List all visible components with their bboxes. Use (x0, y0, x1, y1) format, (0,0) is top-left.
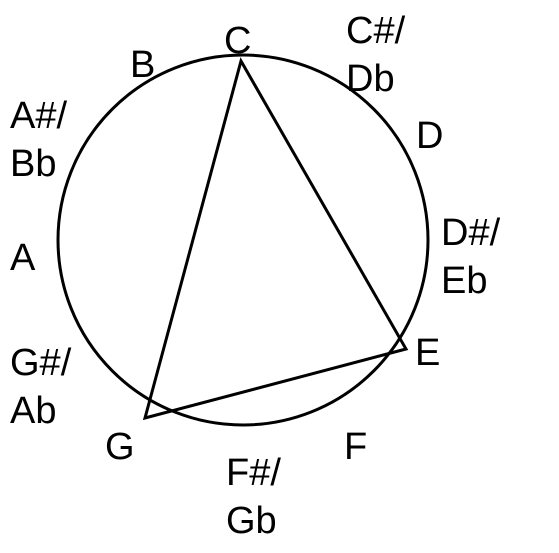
note-label-e: E (415, 330, 440, 376)
note-label-db-line2: Db (346, 56, 395, 102)
note-label-b: B (130, 42, 155, 88)
note-label-gb-line2: Gb (226, 498, 277, 544)
note-label-ab-line2: Ab (10, 388, 56, 434)
note-label-bb-line2: Bb (10, 141, 56, 187)
pitch-circle (58, 55, 428, 425)
note-label-a: A (10, 235, 35, 281)
note-label-g: G (105, 424, 135, 470)
note-label-d-sharp-line1: D#/ (441, 210, 500, 256)
note-label-g-sharp-line1: G#/ (10, 340, 71, 386)
note-label-d: D (416, 113, 443, 159)
major-triad-triangle (145, 61, 406, 418)
note-label-eb-line2: Eb (441, 258, 487, 304)
note-label-c: C (224, 18, 251, 64)
note-label-f-sharp-line1: F#/ (226, 450, 281, 496)
note-label-a-sharp-line1: A#/ (10, 93, 67, 139)
note-label-f: F (344, 424, 367, 470)
note-label-c-sharp-line1: C#/ (346, 8, 405, 54)
